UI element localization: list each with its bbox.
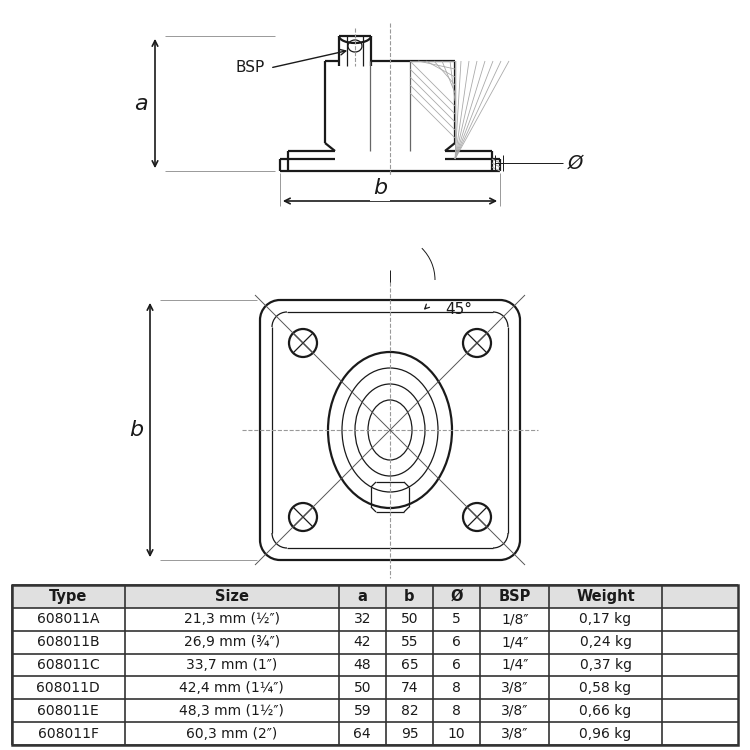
Text: 74: 74: [400, 681, 418, 694]
Text: Size: Size: [214, 589, 248, 604]
Text: 6: 6: [452, 658, 461, 672]
Text: 48: 48: [353, 658, 371, 672]
Text: 3/8″: 3/8″: [501, 704, 529, 718]
Text: 10: 10: [448, 727, 466, 740]
Text: 82: 82: [400, 704, 418, 718]
Text: 42: 42: [353, 635, 371, 650]
Text: Ø: Ø: [451, 589, 463, 604]
Text: a: a: [134, 94, 148, 113]
Text: 5: 5: [452, 612, 461, 626]
Text: b: b: [404, 589, 415, 604]
Text: 1/4″: 1/4″: [501, 658, 529, 672]
Text: 608011B: 608011B: [37, 635, 100, 650]
Text: 1/4″: 1/4″: [501, 635, 529, 650]
Text: 64: 64: [353, 727, 371, 740]
Text: b: b: [129, 420, 143, 440]
Text: 45°: 45°: [445, 302, 472, 317]
Text: 608011F: 608011F: [38, 727, 99, 740]
Text: 26,9 mm (¾″): 26,9 mm (¾″): [184, 635, 280, 650]
Text: 21,3 mm (½″): 21,3 mm (½″): [184, 612, 280, 626]
Text: 33,7 mm (1″): 33,7 mm (1″): [186, 658, 278, 672]
Text: 0,24 kg: 0,24 kg: [580, 635, 632, 650]
Text: 60,3 mm (2″): 60,3 mm (2″): [186, 727, 278, 740]
Text: BSP: BSP: [499, 589, 531, 604]
Bar: [12, 585, 738, 745]
Text: 0,58 kg: 0,58 kg: [580, 681, 632, 694]
Text: 8: 8: [452, 704, 461, 718]
Text: 48,3 mm (1½″): 48,3 mm (1½″): [179, 704, 284, 718]
Text: 65: 65: [400, 658, 418, 672]
Text: 608011C: 608011C: [37, 658, 100, 672]
Text: 50: 50: [400, 612, 418, 626]
Text: 0,37 kg: 0,37 kg: [580, 658, 632, 672]
Bar: [12, 585, 738, 608]
Text: BSP: BSP: [236, 61, 265, 76]
Text: 608011A: 608011A: [37, 612, 100, 626]
Text: 3/8″: 3/8″: [501, 727, 529, 740]
Text: 0,96 kg: 0,96 kg: [580, 727, 632, 740]
Text: 608011D: 608011D: [37, 681, 100, 694]
Text: 8: 8: [452, 681, 461, 694]
Text: 1/8″: 1/8″: [501, 612, 529, 626]
Text: 42,4 mm (1¼″): 42,4 mm (1¼″): [179, 681, 284, 694]
Text: b: b: [373, 178, 387, 198]
Text: 3/8″: 3/8″: [501, 681, 529, 694]
Text: 32: 32: [353, 612, 371, 626]
Text: 50: 50: [353, 681, 371, 694]
Text: 59: 59: [353, 704, 371, 718]
Text: 6: 6: [452, 635, 461, 650]
Text: Weight: Weight: [576, 589, 635, 604]
Text: 608011E: 608011E: [38, 704, 99, 718]
Text: 95: 95: [400, 727, 418, 740]
Text: Type: Type: [49, 589, 88, 604]
Text: 0,66 kg: 0,66 kg: [580, 704, 632, 718]
Text: 0,17 kg: 0,17 kg: [580, 612, 632, 626]
Text: Ø: Ø: [568, 154, 584, 173]
Text: 55: 55: [400, 635, 418, 650]
Text: a: a: [357, 589, 368, 604]
